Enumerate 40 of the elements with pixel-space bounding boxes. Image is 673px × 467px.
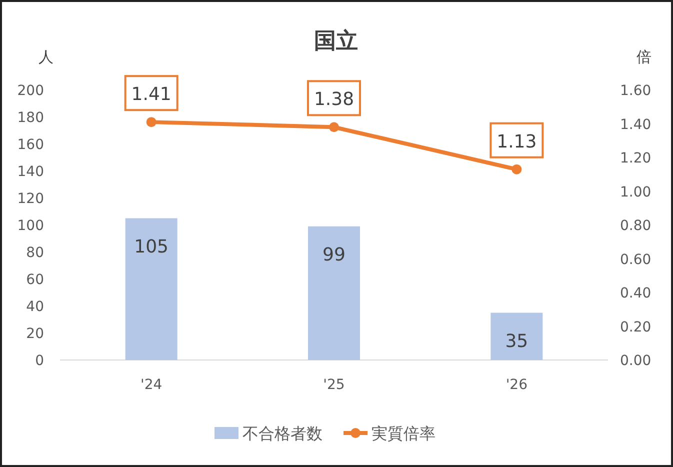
y-tick-label: 200 xyxy=(17,83,44,99)
y2-tick-label: 1.60 xyxy=(620,83,652,99)
y2-axis-title: 倍 xyxy=(636,48,652,66)
y2-tick-label: 0.60 xyxy=(620,252,652,268)
point xyxy=(146,117,156,128)
y-tick-label: 160 xyxy=(17,137,44,153)
y-tick-label: 180 xyxy=(17,110,44,126)
data-label: 1.41 xyxy=(131,84,172,106)
y2-tick-label: 1.20 xyxy=(620,150,652,166)
y2-tick-label: 0.00 xyxy=(620,353,652,369)
y-tick-label: 140 xyxy=(17,164,44,180)
legend-label: 実質倍率 xyxy=(372,424,436,443)
x-tick-label: '26 xyxy=(506,377,528,393)
chart-title: 国立 xyxy=(314,28,358,54)
y-tick-label: 120 xyxy=(17,191,44,207)
data-label: 99 xyxy=(322,244,346,266)
y2-tick-label: 1.00 xyxy=(620,184,652,200)
bar xyxy=(490,312,543,360)
legend-label: 不合格者数 xyxy=(242,424,322,443)
x-tick-label: '24 xyxy=(140,377,162,393)
point xyxy=(512,164,522,174)
data-label: 1.13 xyxy=(496,131,537,152)
y-axis-title: 人 xyxy=(38,48,54,66)
x-tick-label: '25 xyxy=(323,377,345,393)
y-tick-label: 80 xyxy=(26,245,44,261)
y2-tick-label: 0.40 xyxy=(620,286,652,302)
point xyxy=(329,122,339,132)
y-tick-label: 100 xyxy=(17,218,44,234)
y2-tick-label: 0.20 xyxy=(620,319,652,336)
data-label: 1.38 xyxy=(314,89,354,110)
data-label: 35 xyxy=(505,330,528,352)
y-tick-label: 0 xyxy=(35,353,44,369)
y-tick-label: 60 xyxy=(26,272,44,288)
y-tick-label: 20 xyxy=(26,326,44,342)
y2-tick-label: 0.80 xyxy=(620,218,652,234)
bar xyxy=(308,226,360,360)
y2-tick-label: 1.40 xyxy=(620,116,652,133)
data-label: 105 xyxy=(134,236,169,258)
bar xyxy=(125,218,178,360)
y-tick-label: 40 xyxy=(26,299,44,315)
